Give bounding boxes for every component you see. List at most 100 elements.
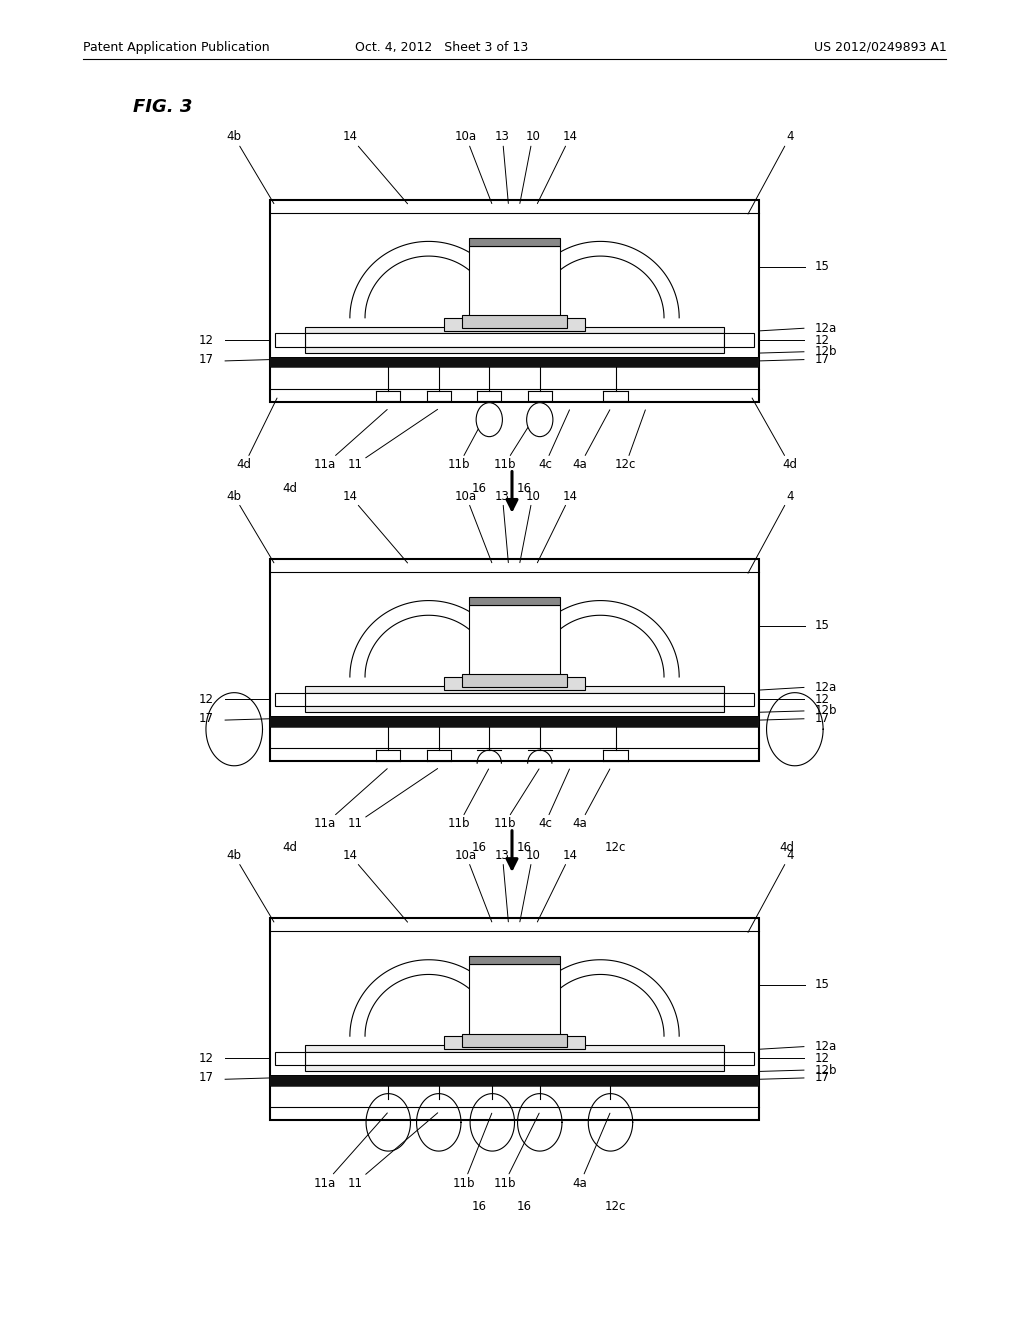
Bar bbox=[305, 1052, 724, 1065]
Bar bbox=[274, 693, 305, 706]
Text: 10: 10 bbox=[520, 849, 540, 921]
Text: 12b: 12b bbox=[815, 705, 838, 718]
Text: 14: 14 bbox=[538, 131, 578, 203]
Text: 4b: 4b bbox=[226, 131, 273, 203]
Text: 17: 17 bbox=[815, 1072, 830, 1085]
Text: 11b: 11b bbox=[494, 1113, 540, 1189]
Text: 4: 4 bbox=[748, 490, 794, 573]
Bar bbox=[305, 347, 724, 352]
Bar bbox=[462, 315, 567, 329]
Text: 12: 12 bbox=[815, 1052, 830, 1065]
Bar bbox=[269, 917, 760, 1121]
Text: 4c: 4c bbox=[538, 409, 569, 471]
Text: 16: 16 bbox=[472, 1200, 486, 1213]
Text: 4d: 4d bbox=[779, 841, 795, 854]
Text: 14: 14 bbox=[343, 131, 408, 203]
Text: 12a: 12a bbox=[815, 322, 838, 335]
Text: 11: 11 bbox=[348, 768, 437, 830]
Text: 10a: 10a bbox=[455, 131, 492, 203]
Text: 12c: 12c bbox=[615, 411, 645, 471]
Text: 12b: 12b bbox=[815, 346, 838, 358]
Text: 11b: 11b bbox=[447, 770, 488, 830]
Bar bbox=[305, 327, 724, 334]
Text: 12: 12 bbox=[815, 693, 830, 706]
Text: 17: 17 bbox=[199, 352, 214, 366]
Text: 12c: 12c bbox=[605, 1200, 627, 1213]
Bar bbox=[724, 334, 755, 347]
Text: 12: 12 bbox=[199, 693, 214, 706]
Text: 15: 15 bbox=[815, 978, 829, 991]
Text: 4c: 4c bbox=[538, 770, 569, 830]
Bar bbox=[443, 1036, 586, 1049]
Text: 4d: 4d bbox=[283, 841, 297, 854]
Text: 4d: 4d bbox=[752, 399, 798, 471]
Bar bbox=[462, 1034, 567, 1047]
Text: 17: 17 bbox=[815, 713, 830, 725]
Text: US 2012/0249893 A1: US 2012/0249893 A1 bbox=[814, 41, 946, 54]
Text: 4d: 4d bbox=[283, 482, 297, 495]
Text: 4: 4 bbox=[748, 131, 794, 214]
Text: 11b: 11b bbox=[494, 770, 539, 830]
Bar bbox=[269, 199, 760, 403]
Bar bbox=[305, 706, 724, 713]
Text: 16: 16 bbox=[472, 841, 486, 854]
Bar bbox=[469, 598, 560, 605]
Text: 12: 12 bbox=[199, 334, 214, 347]
Text: 10: 10 bbox=[520, 131, 540, 203]
Text: 11a: 11a bbox=[314, 409, 387, 471]
Text: 4a: 4a bbox=[572, 770, 610, 830]
Text: 4a: 4a bbox=[572, 409, 610, 471]
Bar bbox=[443, 677, 586, 690]
Text: 14: 14 bbox=[343, 490, 408, 562]
Bar bbox=[305, 1065, 724, 1072]
Text: 17: 17 bbox=[199, 1072, 214, 1085]
Bar bbox=[269, 1076, 760, 1086]
Text: 15: 15 bbox=[815, 260, 829, 273]
Text: Oct. 4, 2012   Sheet 3 of 13: Oct. 4, 2012 Sheet 3 of 13 bbox=[354, 41, 528, 54]
Bar bbox=[443, 318, 586, 331]
Text: 16: 16 bbox=[472, 482, 486, 495]
Bar bbox=[469, 957, 560, 965]
Bar bbox=[462, 675, 567, 688]
Text: 14: 14 bbox=[343, 849, 408, 923]
Text: FIG. 3: FIG. 3 bbox=[133, 99, 193, 116]
Bar bbox=[724, 693, 755, 706]
Text: 4: 4 bbox=[748, 849, 794, 932]
Text: 17: 17 bbox=[199, 713, 214, 725]
Text: 13: 13 bbox=[495, 131, 510, 203]
Text: 10a: 10a bbox=[455, 849, 492, 921]
Text: 15: 15 bbox=[815, 619, 829, 632]
Text: 12a: 12a bbox=[815, 681, 838, 694]
Bar bbox=[305, 334, 724, 347]
Text: 16: 16 bbox=[517, 1200, 532, 1213]
Text: 12: 12 bbox=[199, 1052, 214, 1065]
Text: 16: 16 bbox=[517, 482, 532, 495]
Bar bbox=[269, 717, 760, 726]
Text: 4b: 4b bbox=[226, 490, 273, 562]
Bar bbox=[269, 356, 760, 367]
Circle shape bbox=[476, 403, 503, 437]
Text: 13: 13 bbox=[495, 490, 510, 562]
Bar bbox=[274, 1052, 305, 1065]
Bar bbox=[724, 1052, 755, 1065]
Bar bbox=[269, 558, 760, 762]
Text: 13: 13 bbox=[495, 849, 510, 921]
Text: 4a: 4a bbox=[572, 1113, 610, 1189]
Bar bbox=[469, 238, 560, 246]
Bar bbox=[469, 965, 560, 1036]
Bar bbox=[305, 1045, 724, 1052]
Bar bbox=[469, 246, 560, 318]
Text: 11b: 11b bbox=[494, 409, 539, 471]
Text: 17: 17 bbox=[815, 352, 830, 366]
Text: 10a: 10a bbox=[455, 490, 492, 562]
Text: 4d: 4d bbox=[237, 399, 278, 471]
Bar bbox=[469, 605, 560, 677]
Text: 12b: 12b bbox=[815, 1064, 838, 1077]
Text: 14: 14 bbox=[538, 849, 578, 921]
Text: 16: 16 bbox=[517, 841, 532, 854]
Text: 11a: 11a bbox=[314, 768, 387, 830]
Text: 14: 14 bbox=[538, 490, 578, 562]
Text: 10: 10 bbox=[520, 490, 540, 562]
Text: 12a: 12a bbox=[815, 1040, 838, 1053]
Bar bbox=[305, 686, 724, 693]
